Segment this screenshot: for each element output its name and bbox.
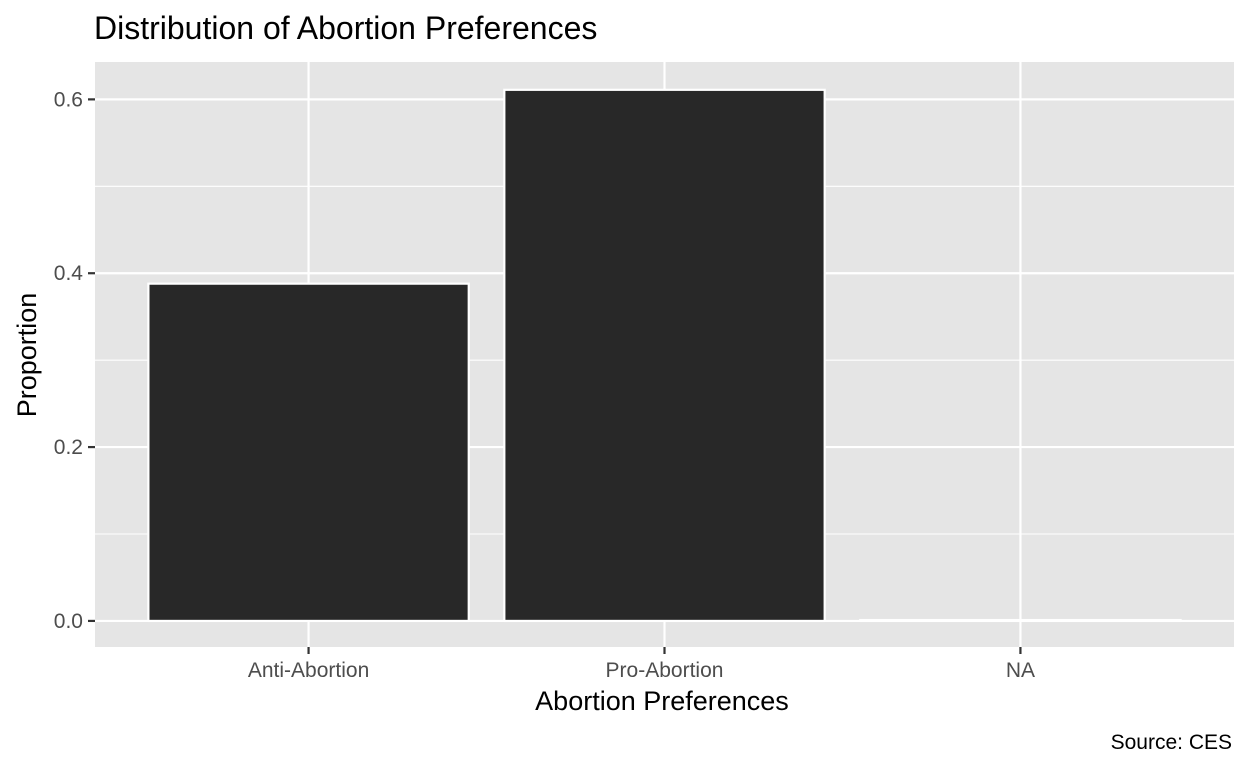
x-axis-title: Abortion Preferences: [535, 686, 789, 716]
chart-title: Distribution of Abortion Preferences: [94, 10, 597, 46]
y-axis-title: Proportion: [12, 293, 42, 418]
bar-anti-abortion: [147, 282, 470, 623]
x-tick-label: Anti-Abortion: [248, 659, 369, 682]
x-tick-label: Pro-Abortion: [606, 659, 724, 682]
y-tick-label: 0.4: [54, 262, 84, 285]
x-axis: Anti-Abortion Pro-Abortion NA: [248, 647, 1035, 682]
chart-caption: Source: CES: [1111, 731, 1232, 754]
bar-pro-abortion: [503, 88, 826, 623]
y-tick-label: 0.2: [54, 436, 83, 459]
x-tick-label: NA: [1006, 659, 1035, 682]
y-axis: 0.0 0.2 0.4 0.6: [54, 88, 95, 633]
bars: [147, 88, 1182, 623]
y-tick-label: 0.0: [54, 610, 83, 633]
y-tick-label: 0.6: [54, 88, 83, 111]
bar-na: [859, 618, 1182, 623]
